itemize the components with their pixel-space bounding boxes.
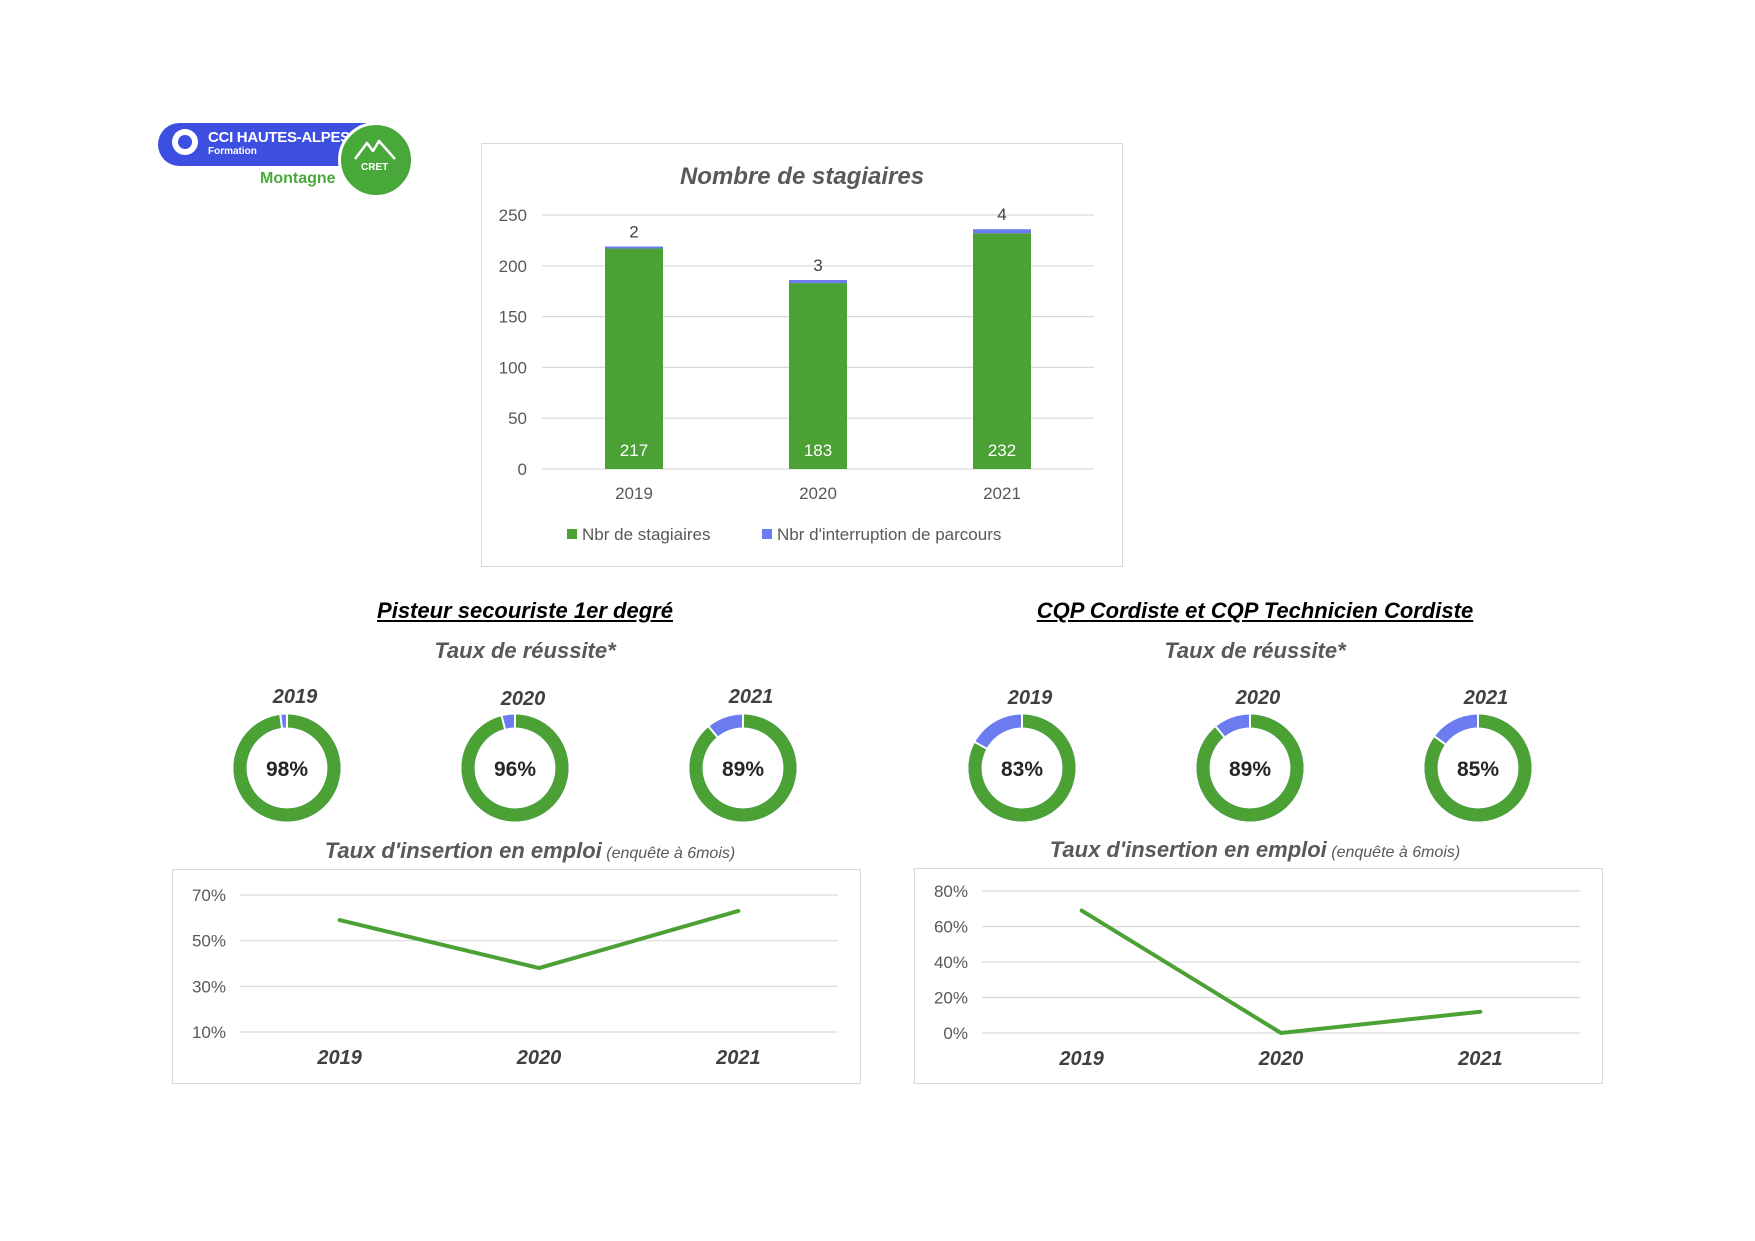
y-tick-label: 40% — [934, 953, 968, 972]
y-tick-label: 200 — [499, 257, 527, 276]
legend-label: Nbr d'interruption de parcours — [777, 525, 1001, 544]
donut-label: 89% — [1229, 758, 1271, 781]
donut-separator — [1214, 725, 1226, 739]
data-label-stagiaires: 232 — [988, 441, 1016, 460]
bar-interruption-2019 — [605, 246, 663, 249]
donut-label: 85% — [1457, 758, 1499, 781]
y-tick-label: 30% — [192, 977, 226, 996]
donut-label: 96% — [494, 758, 536, 781]
bar-stagiaires-2020 — [789, 283, 847, 469]
bar-chart: Nombre de stagiaires 0 50 100 150 200 250 217 2 2… — [499, 163, 1094, 544]
right-section-title: CQP Cordiste et CQP Technicien Cordiste — [1036, 598, 1474, 623]
left-insertion-label: Taux d'insertion en emploi — [324, 838, 602, 863]
logo-badge: CRET — [361, 162, 389, 173]
x-tick-label: 2019 — [1058, 1048, 1104, 1070]
donut-year: 2021 — [728, 686, 774, 708]
right-line-panel: 0% 20% 40% 60% 80% 2019 2020 2021 — [914, 868, 1603, 1084]
right-insertion-heading: Taux d'insertion en emploi (enquête à 6m… — [995, 837, 1515, 863]
data-label-interruption: 3 — [813, 256, 822, 275]
donut-separator — [707, 725, 719, 739]
left-line-panel: 10% 30% 50% 70% 2019 2020 2021 — [172, 869, 861, 1084]
x-tick-label: 2019 — [316, 1047, 362, 1069]
y-tick-label: 10% — [192, 1023, 226, 1042]
x-tick-label: 2019 — [615, 484, 653, 503]
x-tick-label: 2020 — [516, 1047, 562, 1069]
right-insertion-note: (enquête à 6mois) — [1331, 844, 1461, 861]
data-label-stagiaires: 183 — [804, 441, 832, 460]
donut-year: 2020 — [500, 688, 546, 710]
data-label-interruption: 4 — [997, 205, 1006, 224]
bar-interruption-2020 — [789, 280, 847, 284]
x-tick-label: 2021 — [715, 1047, 761, 1069]
left-success-label: Taux de réussite* — [434, 638, 616, 663]
y-tick-label: 100 — [499, 358, 527, 377]
cordiste-donuts: 83% 2019 89% 2020 85% 2021 — [968, 687, 1532, 822]
data-label-stagiaires: 217 — [620, 441, 648, 460]
bar-interruption-2021 — [973, 229, 1031, 234]
cordiste-line-chart: 0% 20% 40% 60% 80% 2019 2020 2021 — [934, 882, 1580, 1070]
legend-label: Nbr de stagiaires — [582, 525, 711, 544]
insertion-line — [337, 908, 741, 971]
x-tick-label: 2021 — [983, 484, 1021, 503]
logo-line1: CCI HAUTES-ALPES — [208, 129, 350, 146]
y-tick-label: 0% — [943, 1024, 968, 1043]
donut-separator — [973, 740, 988, 750]
insertion-line — [1079, 908, 1483, 1035]
bar-stagiaires-2019 — [605, 248, 663, 469]
legend-swatch — [762, 529, 772, 539]
donut-year: 2019 — [1007, 687, 1053, 709]
bar-chart-panel: Nombre de stagiaires 0 50 100 150 200 250 217 2 2… — [481, 143, 1123, 567]
donut-year: 2021 — [1463, 687, 1509, 709]
x-tick-label: 2020 — [799, 484, 837, 503]
right-insertion-label: Taux d'insertion en emploi — [1049, 837, 1327, 862]
donut-year: 2019 — [272, 686, 318, 708]
donut-separator — [500, 714, 507, 730]
bar-stagiaires-2021 — [973, 233, 1031, 469]
donut-label: 98% — [266, 758, 308, 781]
y-tick-label: 50% — [192, 932, 226, 951]
legend-swatch — [567, 529, 577, 539]
mountain-icon — [338, 122, 414, 198]
y-tick-label: 50 — [508, 409, 527, 428]
data-label-interruption: 2 — [629, 222, 638, 241]
y-tick-label: 20% — [934, 989, 968, 1008]
y-tick-label: 60% — [934, 918, 968, 937]
logo-line3: Montagne — [260, 170, 336, 187]
donut-label: 89% — [722, 758, 764, 781]
donut-year: 2020 — [1235, 687, 1281, 709]
y-tick-label: 70% — [192, 886, 226, 905]
y-tick-label: 250 — [499, 206, 527, 225]
x-tick-label: 2021 — [1457, 1048, 1503, 1070]
y-tick-label: 150 — [499, 308, 527, 327]
logo-line2: Formation — [208, 146, 257, 157]
donut-separator — [1433, 735, 1447, 746]
donut-label: 83% — [1001, 758, 1043, 781]
y-tick-label: 0 — [518, 460, 527, 479]
y-tick-label: 80% — [934, 882, 968, 901]
x-tick-label: 2020 — [1258, 1048, 1304, 1070]
right-success-label: Taux de réussite* — [1164, 638, 1346, 663]
left-insertion-note: (enquête à 6mois) — [606, 845, 736, 862]
pisteur-line-chart: 10% 30% 50% 70% 2019 2020 2021 — [192, 886, 838, 1069]
left-insertion-heading: Taux d'insertion en emploi (enquête à 6m… — [270, 838, 790, 864]
pisteur-donuts: 98% 2019 96% 2020 89% 2021 — [233, 686, 797, 822]
chart-title: Nombre de stagiaires — [680, 163, 924, 190]
donut-separator — [279, 713, 284, 729]
left-section-title: Pisteur secouriste 1er degré — [377, 598, 673, 623]
